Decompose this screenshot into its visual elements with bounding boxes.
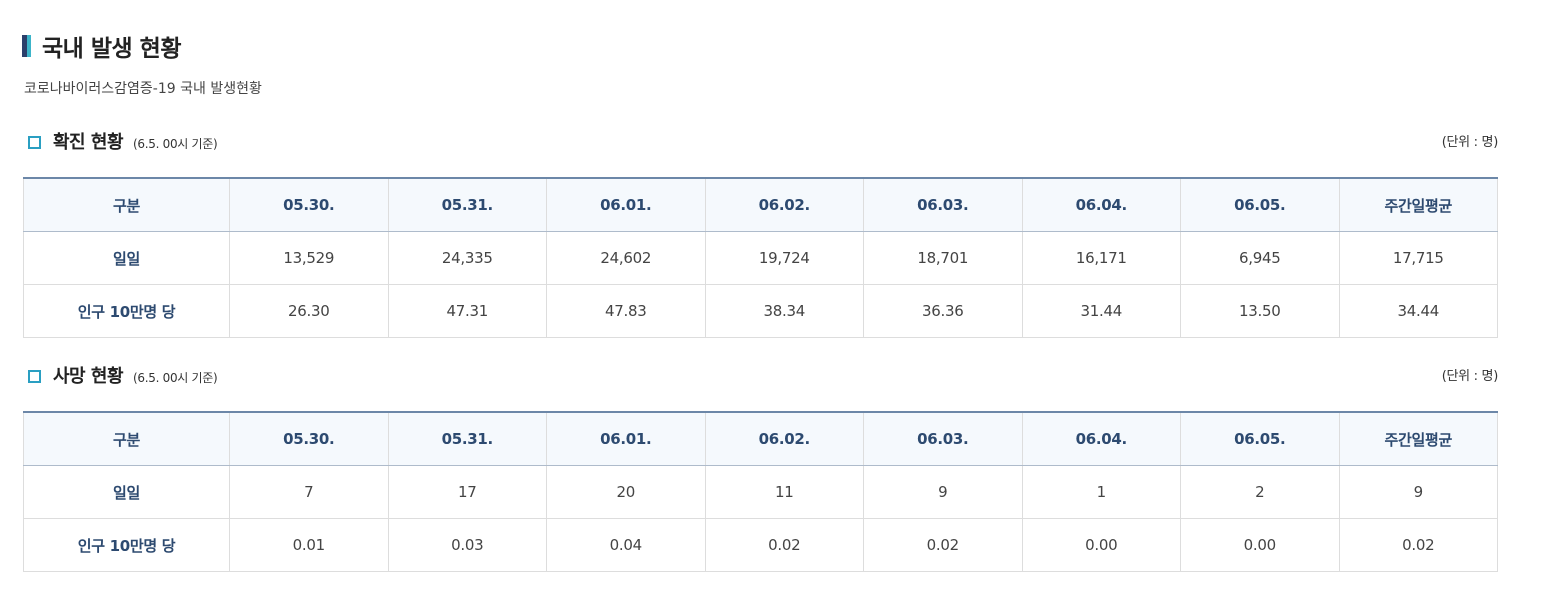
confirmed-table: 구분 05.30. 05.31. 06.01. 06.02. 06.03. 06.04. 06…: [23, 177, 1498, 338]
confirmed-section-header: 확진 현황 (6.5. 00시 기준): [28, 128, 218, 154]
header-cell: 06.04.: [1021, 411, 1181, 466]
table-cell: 38.34: [704, 284, 864, 338]
table-row: 인구 10만명 당 0.01 0.03 0.04 0.02 0.02 0.00 0.00 0.0…: [23, 518, 1498, 572]
table-cell: 34.44: [1338, 284, 1498, 338]
table-row: 일일 13,529 24,335 24,602 19,724 18,701 16,171 6,…: [23, 231, 1498, 285]
table-cell: 0.02: [1338, 518, 1498, 572]
header-cell: 06.03.: [863, 177, 1023, 232]
confirmed-unit-label: (단위 : 명): [1441, 135, 1499, 150]
table-cell: 16,171: [1021, 231, 1181, 285]
table-row: 인구 10만명 당 26.30 47.31 47.83 38.34 36.36 31.44 1…: [23, 284, 1498, 338]
confirmed-section-note: (6.5. 00시 기준): [133, 137, 218, 151]
table-cell: 7: [229, 465, 389, 519]
table-cell: 13.50: [1180, 284, 1340, 338]
table-cell: 0.02: [704, 518, 864, 572]
table-cell: 9: [1338, 465, 1498, 519]
page-title: 국내 발생 현황: [42, 36, 181, 62]
table-cell: 36.36: [863, 284, 1023, 338]
header-cell-category: 구분: [23, 177, 230, 232]
table-cell: 11: [704, 465, 864, 519]
table-cell: 0.04: [546, 518, 706, 572]
confirmed-section-title: 확진 현황: [53, 132, 124, 153]
deaths-section-note: (6.5. 00시 기준): [133, 371, 218, 385]
header-cell: 05.30.: [229, 177, 389, 232]
header-cell: 06.02.: [704, 411, 864, 466]
table-cell: 0.00: [1180, 518, 1340, 572]
table-row: 일일 7 17 20 11 9 1 2 9: [23, 465, 1498, 519]
table-cell: 0.02: [863, 518, 1023, 572]
table-cell: 19,724: [704, 231, 864, 285]
table-cell: 24,335: [387, 231, 547, 285]
square-bullet-icon: [28, 370, 41, 383]
square-bullet-icon: [28, 136, 41, 149]
table-cell: 18,701: [863, 231, 1023, 285]
table-cell: 31.44: [1021, 284, 1181, 338]
header-cell: 05.31.: [387, 411, 547, 466]
table-cell: 20: [546, 465, 706, 519]
table-cell: 17,715: [1338, 231, 1498, 285]
table-cell: 26.30: [229, 284, 389, 338]
table-cell: 13,529: [229, 231, 389, 285]
table-cell: 17: [387, 465, 547, 519]
row-label: 인구 10만명 당: [23, 284, 230, 338]
table-cell: 1: [1021, 465, 1181, 519]
table-cell: 0.03: [387, 518, 547, 572]
page-subtitle: 코로나바이러스감염증-19 국내 발생현황: [24, 81, 262, 97]
table-cell: 47.31: [387, 284, 547, 338]
header-cell: 06.01.: [546, 177, 706, 232]
table-cell: 9: [863, 465, 1023, 519]
header-cell: 주간일평균: [1338, 177, 1498, 232]
table-header-row: 구분 05.30. 05.31. 06.01. 06.02. 06.03. 06.04. 06…: [23, 411, 1498, 466]
row-label: 일일: [23, 465, 230, 519]
deaths-unit-label: (단위 : 명): [1441, 369, 1499, 384]
header-cell: 06.02.: [704, 177, 864, 232]
table-cell: 47.83: [546, 284, 706, 338]
title-bar-icon: [22, 35, 31, 57]
deaths-section-title: 사망 현황: [53, 366, 124, 387]
header-cell: 06.03.: [863, 411, 1023, 466]
table-cell: 6,945: [1180, 231, 1340, 285]
table-cell: 24,602: [546, 231, 706, 285]
page-title-row: 국내 발생 현황: [22, 29, 181, 63]
table-cell: 0.00: [1021, 518, 1181, 572]
row-label: 인구 10만명 당: [23, 518, 230, 572]
deaths-table: 구분 05.30. 05.31. 06.01. 06.02. 06.03. 06.04. 06…: [23, 411, 1498, 572]
header-cell-category: 구분: [23, 411, 230, 466]
header-cell: 06.01.: [546, 411, 706, 466]
header-cell: 주간일평균: [1338, 411, 1498, 466]
deaths-section-header: 사망 현황 (6.5. 00시 기준): [28, 362, 218, 388]
header-cell: 06.05.: [1180, 177, 1340, 232]
header-cell: 05.30.: [229, 411, 389, 466]
table-cell: 0.01: [229, 518, 389, 572]
header-cell: 06.05.: [1180, 411, 1340, 466]
header-cell: 06.04.: [1021, 177, 1181, 232]
table-header-row: 구분 05.30. 05.31. 06.01. 06.02. 06.03. 06.04. 06…: [23, 177, 1498, 232]
row-label: 일일: [23, 231, 230, 285]
table-cell: 2: [1180, 465, 1340, 519]
header-cell: 05.31.: [387, 177, 547, 232]
